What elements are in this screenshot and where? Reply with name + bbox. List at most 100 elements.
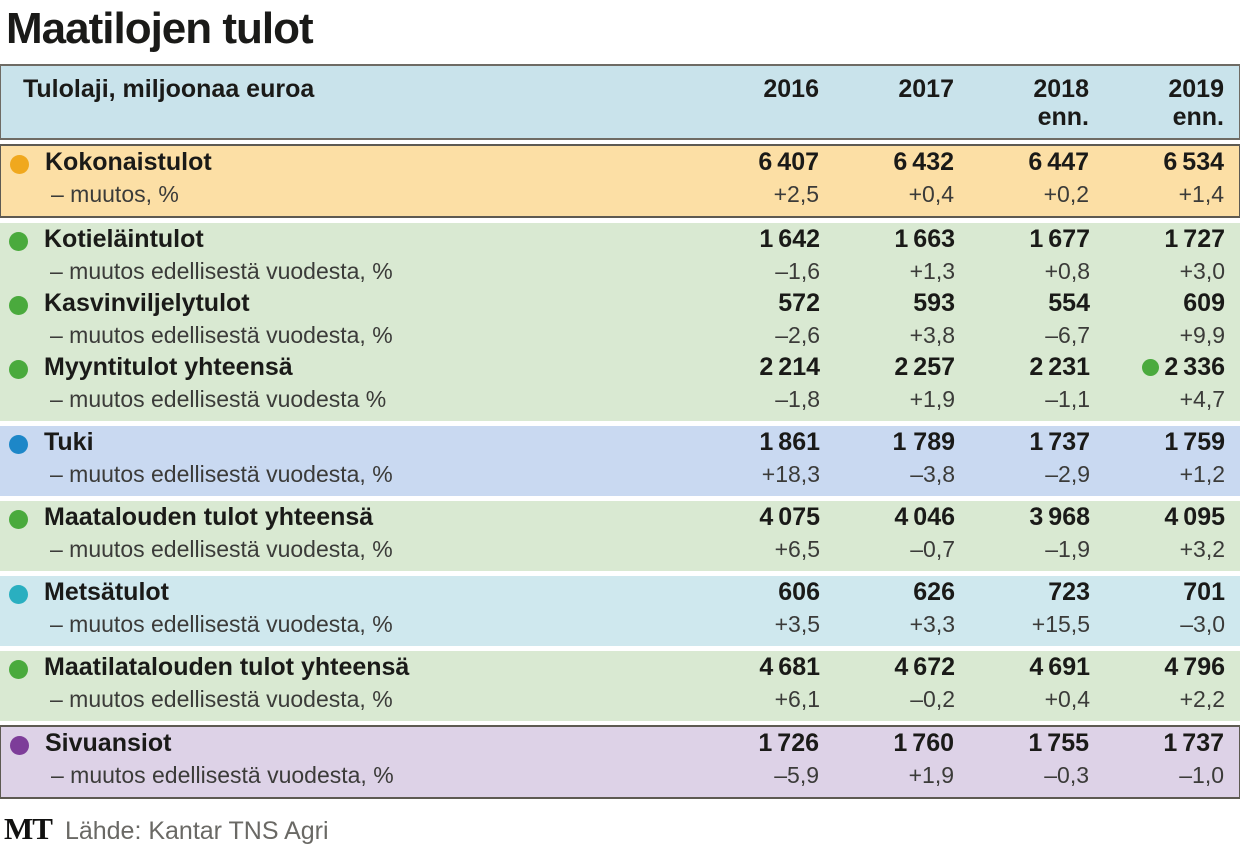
stray-bullet-icon: [1142, 359, 1160, 376]
value-cell: 1 789: [892, 428, 955, 456]
row-group-3: Tuki 1 861 1 789 1 737 1 759 – muutos edellis…: [0, 426, 1240, 496]
category-label: Kokonaistulot: [45, 148, 212, 176]
change-label: – muutos edellisestä vuodesta, %: [51, 762, 394, 788]
row-group-4: Maatalouden tulot yhteensä 4 075 4 046 3 96…: [0, 501, 1240, 571]
row-group-1: Kokonaistulot 6 407 6 432 6 447 6 534 – muuto…: [0, 144, 1240, 218]
bullet-cell-empty: [0, 258, 44, 289]
change-cell: +0,8: [1044, 258, 1090, 284]
category-row: Kokonaistulot 6 407 6 432 6 447 6 534: [1, 148, 1224, 181]
value-cell: 2 231: [1029, 353, 1090, 381]
category-bullet-icon: [9, 660, 28, 679]
change-cell: –1,0: [1179, 762, 1224, 788]
value-cell: 1 726: [758, 729, 819, 757]
value-cell: 1 727: [1164, 225, 1225, 253]
category-row: Tuki 1 861 1 789 1 737 1 759: [0, 428, 1225, 461]
change-cell: –0,2: [910, 686, 955, 712]
value-cell: 606: [778, 578, 820, 606]
change-cell: +1,9: [909, 386, 955, 412]
value-cell: 6 407: [758, 148, 819, 176]
value-cell: 6 534: [1163, 148, 1224, 176]
page-title: Maatilojen tulot: [6, 4, 314, 53]
value-cell: 6 447: [1028, 148, 1089, 176]
value-cell: 554: [1048, 289, 1090, 317]
change-label: – muutos edellisestä vuodesta, %: [50, 258, 393, 284]
bullet-cell: [0, 353, 44, 386]
bullet-cell-empty: [0, 536, 44, 567]
change-cell: –6,7: [1045, 322, 1090, 348]
bullet-cell-empty: [1, 762, 45, 793]
category-bullet-icon: [9, 296, 28, 315]
category-bullet-icon: [9, 585, 28, 604]
change-row: – muutos edellisestä vuodesta, % +6,1 –0,2…: [0, 686, 1225, 717]
change-cell: –3,0: [1180, 611, 1225, 637]
change-row: – muutos edellisestä vuodesta, % +18,3 –3,…: [0, 461, 1225, 492]
income-table: Tulolaji, miljoonaa euroa 2016 2017 2018 en…: [0, 64, 1240, 799]
change-cell: –1,1: [1045, 386, 1090, 412]
value-cell: 1 642: [759, 225, 820, 253]
category-row: Kasvinviljelytulot 572 593 554 609: [0, 289, 1225, 322]
change-cell: +6,5: [774, 536, 820, 562]
change-label: – muutos edellisestä vuodesta, %: [50, 611, 393, 637]
change-cell: –1,6: [775, 258, 820, 284]
table-header: Tulolaji, miljoonaa euroa 2016 2017 2018 en…: [0, 64, 1240, 140]
bullet-cell: [0, 289, 44, 322]
change-cell: +3,8: [909, 322, 955, 348]
infographic: Maatilojen tulot Tulolaji, miljoonaa eur…: [0, 4, 1240, 847]
change-cell: –0,7: [910, 536, 955, 562]
category-row: Maatilatalouden tulot yhteensä 4 681 4 672…: [0, 653, 1225, 686]
value-cell: 4 681: [759, 653, 820, 681]
year-note: enn.: [1172, 103, 1224, 131]
change-cell: +1,4: [1178, 181, 1224, 207]
year-note: enn.: [1037, 103, 1089, 131]
bullet-cell: [0, 578, 44, 611]
value-cell: 572: [778, 289, 820, 317]
category-bullet-icon: [9, 510, 28, 529]
change-cell: +3,5: [774, 611, 820, 637]
change-cell: +1,2: [1179, 461, 1225, 487]
bullet-cell: [1, 729, 45, 762]
change-cell: –3,8: [910, 461, 955, 487]
category-bullet-icon: [9, 232, 28, 251]
category-row: Metsätulot 606 626 723 701: [0, 578, 1225, 611]
category-label: Kasvinviljelytulot: [44, 289, 250, 317]
column-header-year: 2016: [684, 75, 819, 131]
value-cell: 1 861: [759, 428, 820, 456]
bullet-cell-empty: [0, 611, 44, 642]
change-label: – muutos edellisestä vuodesta, %: [50, 322, 393, 348]
change-row: – muutos, % +2,5 +0,4 +0,2 +1,4: [1, 181, 1224, 212]
year-label: 2017: [898, 75, 954, 103]
value-cell: 2 257: [894, 353, 955, 381]
change-cell: +2,2: [1179, 686, 1225, 712]
value-cell: 6 432: [893, 148, 954, 176]
category-label: Tuki: [44, 428, 94, 456]
column-header-year: 2017: [819, 75, 954, 131]
value-cell: 1 737: [1163, 729, 1224, 757]
bullet-cell-empty: [0, 686, 44, 717]
source-text: Lähde: Kantar TNS Agri: [64, 817, 329, 845]
change-label: – muutos edellisestä vuodesta, %: [50, 686, 393, 712]
value-cell: 1 663: [894, 225, 955, 253]
category-label: Maatilatalouden tulot yhteensä: [44, 653, 410, 681]
column-header-year: 2019 enn.: [1089, 75, 1224, 131]
value-cell: 1 760: [893, 729, 954, 757]
category-row: Myyntitulot yhteensä 2 214 2 257 2 231 2 336: [0, 353, 1225, 386]
column-header-year: 2018 enn.: [954, 75, 1089, 131]
change-row: – muutos edellisestä vuodesta, % –1,6 +1,3…: [0, 258, 1225, 289]
change-cell: +9,9: [1179, 322, 1225, 348]
value-cell: 626: [913, 578, 955, 606]
value-cell: 4 095: [1164, 503, 1225, 531]
value-cell: 1 677: [1029, 225, 1090, 253]
change-cell: –1,9: [1045, 536, 1090, 562]
value-cell: 4 046: [894, 503, 955, 531]
change-cell: –2,6: [775, 322, 820, 348]
change-cell: +1,3: [909, 258, 955, 284]
bullet-cell: [1, 148, 45, 181]
value-cell: 4 672: [894, 653, 955, 681]
value-cell: 2 214: [759, 353, 820, 381]
category-row: Kotieläintulot 1 642 1 663 1 677 1 727: [0, 225, 1225, 258]
category-bullet-icon: [9, 435, 28, 454]
category-label: Maatalouden tulot yhteensä: [44, 503, 374, 531]
change-label: – muutos edellisestä vuodesta, %: [50, 461, 393, 487]
change-cell: +6,1: [774, 686, 820, 712]
category-bullet-icon: [9, 360, 28, 379]
